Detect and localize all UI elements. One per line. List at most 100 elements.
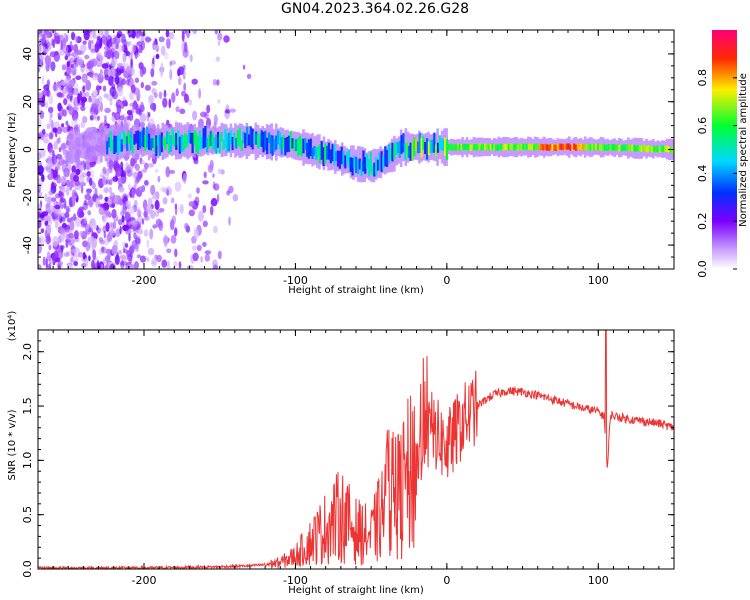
spectrogram-cell [342,150,345,167]
spectrogram-cell [128,232,131,242]
spectrogram-cell [654,146,658,153]
spectrogram-cell [62,44,69,54]
spectrogram-cell [112,176,119,183]
spectrogram-cell [653,145,656,152]
spectrogram-cell [108,137,111,148]
spectrogram-cell [45,203,50,213]
spectrogram-cell [137,214,143,225]
spectrogram-cell [231,137,234,151]
spectrogram-cell [207,164,214,173]
spectrogram-cell [114,254,120,265]
spectrogram-cell [436,142,440,153]
spectrogram-cell [157,135,160,146]
spectrogram-cell [122,224,130,232]
spectrogram-cell [266,137,269,155]
spectrogram-cell [562,144,565,151]
spectrogram-cell [61,164,67,172]
spectrogram-cell [70,128,74,165]
spectrogram-cell [173,261,178,267]
spectrogram-cell [73,174,80,183]
spectrogram-cell [202,205,207,214]
spectrogram-cell [178,136,181,154]
spectrogram-cell [191,78,198,85]
spectrogram-cell [76,56,84,67]
spectrogram-cell [182,173,187,184]
spectrogram-cell [95,104,101,114]
spectrogram-cell [211,132,214,149]
spectrogram-cell [257,132,260,149]
spectrogram-cell [58,147,62,153]
spectrogram-cell [55,193,60,199]
spectrogram-cell [102,174,106,185]
spectrogram-cell [51,197,57,202]
spectrogram-cell [296,137,300,156]
spectrogram-cell [57,115,62,121]
spectrogram-cell [38,264,42,269]
spectrogram-cell [182,135,185,152]
spectrogram-cell [177,130,180,146]
spectrogram-cell [158,36,165,43]
spectrogram-cell [54,257,61,263]
y-tick-label: 0.5 [21,506,34,524]
spectrogram-cell [202,241,207,247]
spectrogram-cell [269,135,272,154]
spectrogram-cell [596,143,599,150]
spectrogram-cell [96,115,100,121]
spectrogram-cell [160,45,166,56]
spectrogram-cell [65,160,68,168]
spectrogram-cell [60,197,64,203]
spectrogram-cell [60,204,64,209]
spectrogram-cell [636,145,639,152]
spectrogram-cell [507,144,510,151]
spectrogram-cell [75,130,78,163]
spectrogram-cell [384,146,387,167]
x-tick-label: -200 [132,274,157,287]
spectrogram-cell [602,143,605,150]
snr-series-line [38,330,674,569]
spectrogram-cell [166,131,169,145]
spectrogram-cell [50,61,56,72]
spectrogram-cell [138,228,143,235]
spectrogram-cell [116,167,122,177]
spectrogram-cell [380,151,383,173]
spectrogram-cell [186,135,189,147]
spectrogram-cell [127,131,131,144]
spectrogram-cell [101,246,105,253]
spectrogram-cell [136,254,141,259]
spectrogram-cell [179,108,186,115]
spectrogram-cell [65,34,69,42]
spectrogram-ylabel: Frequency (Hz) [7,112,18,188]
spectrogram-cell [449,143,452,150]
spectrogram-cell [47,106,54,114]
spectrogram-cell [398,141,401,158]
spectrogram-cell [529,144,532,151]
spectrogram-cell [152,57,155,65]
spectrogram-cell [242,64,246,70]
spectrogram-cell [228,216,231,226]
spectrogram-cell [62,148,67,158]
spectrogram-cell [103,46,110,51]
spectrogram-cell [224,128,227,148]
spectrogram-cell [204,250,212,255]
spectrogram-cell [246,126,249,146]
spectrogram-cell [80,64,85,74]
spectrogram-cell [113,50,120,60]
spectrogram-cell [413,137,416,157]
spectrogram-cell [469,144,472,151]
spectrogram-cell [167,260,170,269]
spectrogram-cell [38,192,43,197]
spectrogram-cell [153,92,158,99]
spectrogram-cell [63,252,70,257]
spectrogram-cell [179,204,184,214]
spectrogram-cell [151,138,154,148]
spectrogram-cell [277,130,280,145]
spectrogram-cell [45,224,52,236]
spectrogram-cell [645,146,648,153]
spectrogram-cell [43,84,50,91]
spectrogram-cell [61,87,69,95]
spectrogram-cell [124,243,129,248]
spectrogram-cell [133,134,136,145]
spectrogram-cell [142,168,148,173]
spectrogram-cell [108,199,113,206]
spectrogram-cell [148,94,155,104]
